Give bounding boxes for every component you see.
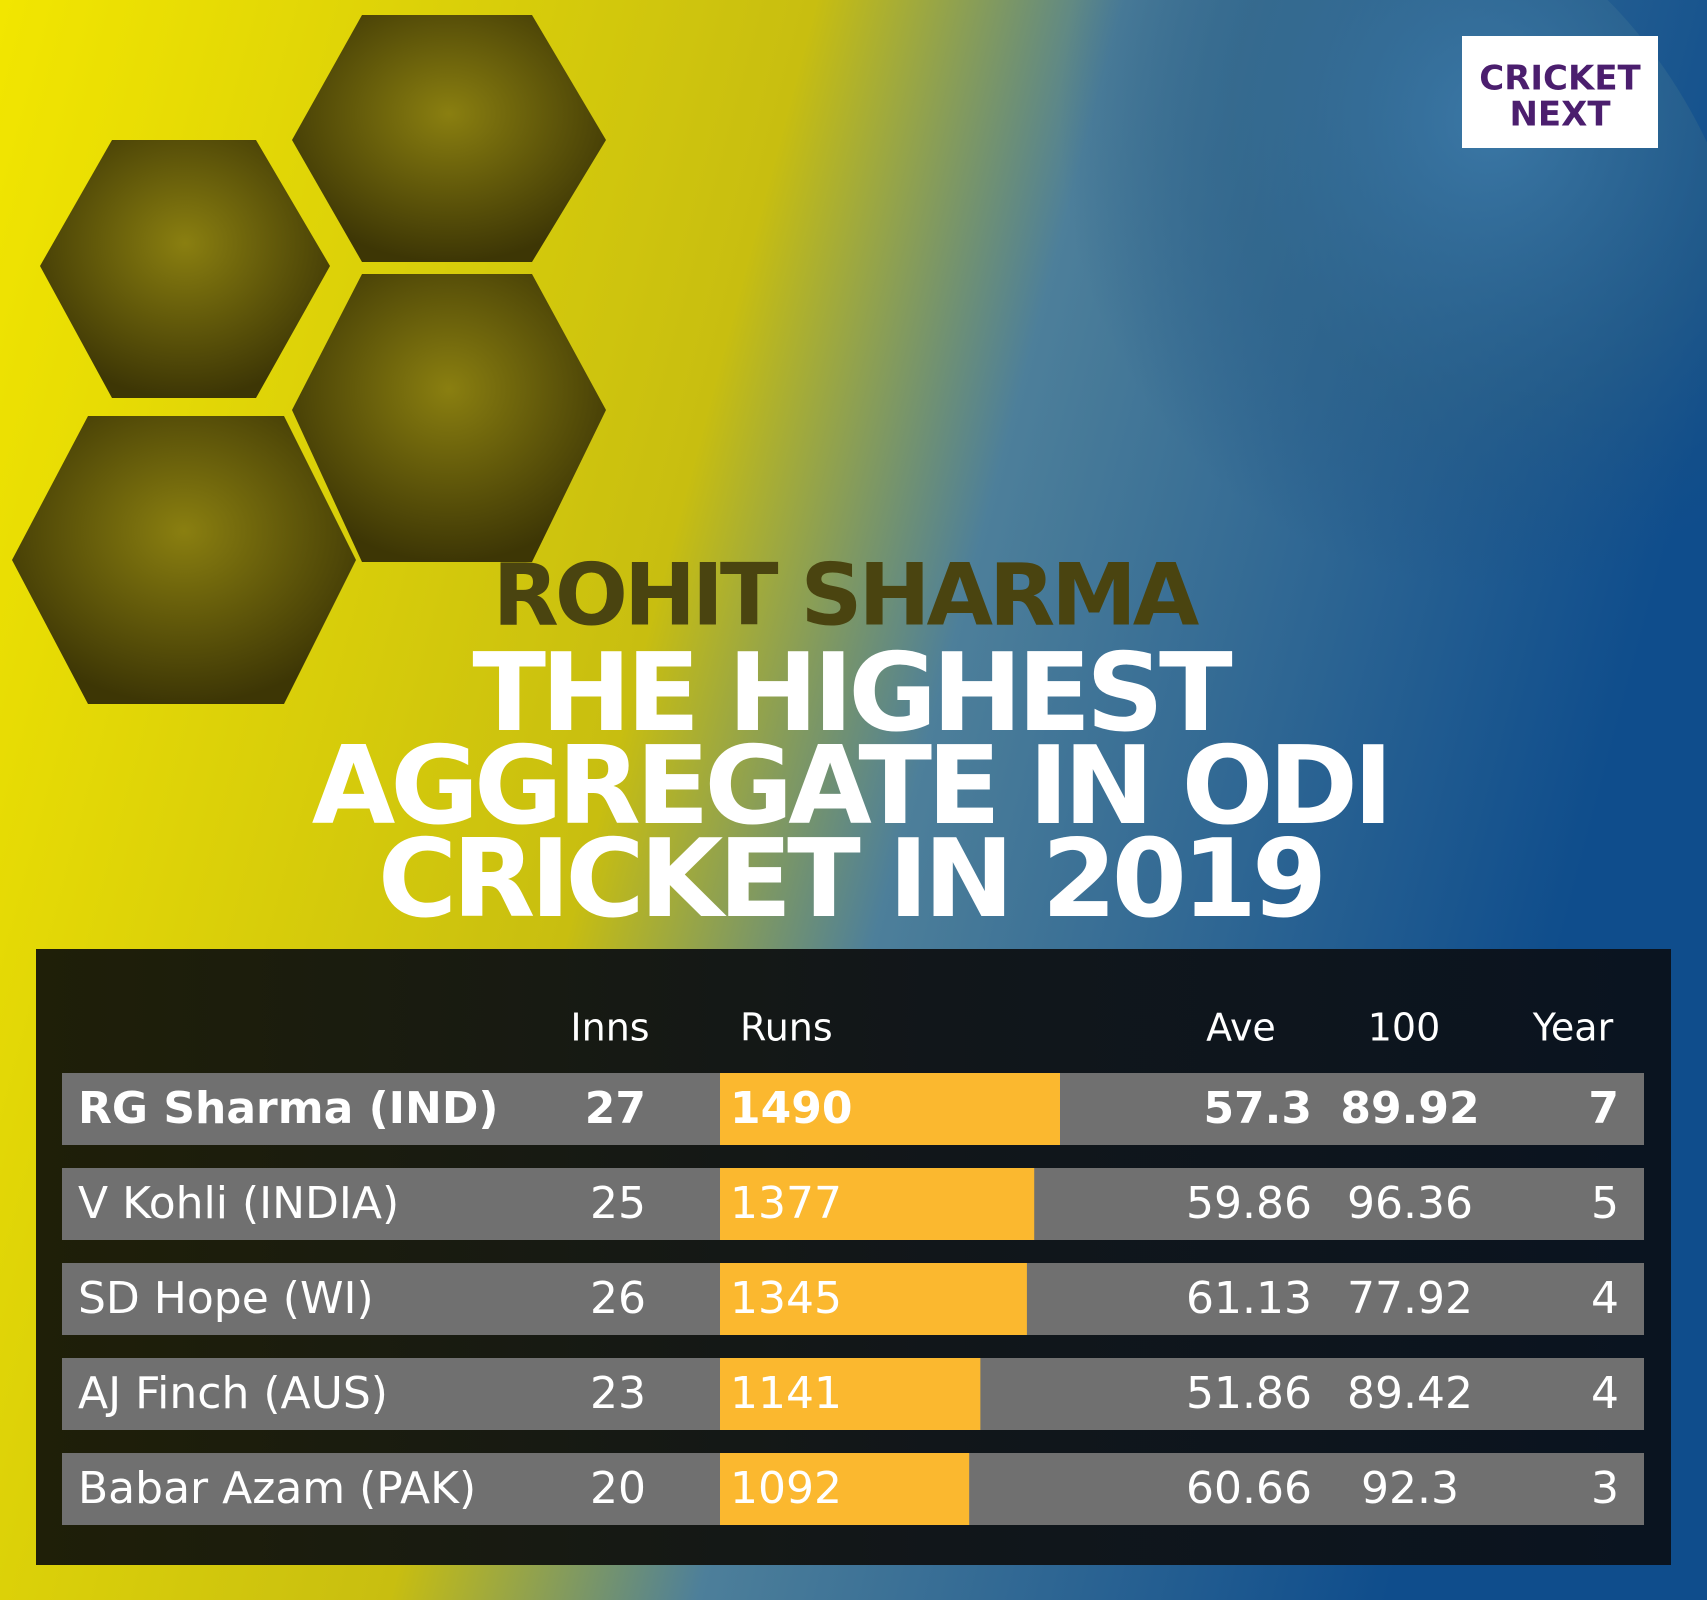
table-row: SD Hope (WI) 26 1345 61.13 77.92 4 bbox=[62, 1263, 1644, 1335]
hundreds: 7 bbox=[1588, 1083, 1619, 1134]
average: 59.86 bbox=[1186, 1178, 1312, 1229]
logo-text: NEXT bbox=[1509, 95, 1611, 135]
player-name: SD Hope (WI) bbox=[78, 1273, 374, 1324]
runs: 1092 bbox=[730, 1463, 842, 1514]
runs: 1141 bbox=[730, 1368, 842, 1419]
logo-box bbox=[1462, 36, 1658, 148]
strike-rate: 89.42 bbox=[1347, 1368, 1473, 1419]
hexagon-photo bbox=[292, 15, 606, 262]
average: 51.86 bbox=[1186, 1368, 1312, 1419]
strike-rate: 96.36 bbox=[1347, 1178, 1473, 1229]
table-row: AJ Finch (AUS) 23 1141 51.86 89.42 4 bbox=[62, 1358, 1644, 1430]
table-row: V Kohli (INDIA) 25 1377 59.86 96.36 5 bbox=[62, 1168, 1644, 1240]
player-hexagons bbox=[12, 15, 606, 704]
runs-bar bbox=[720, 1358, 981, 1430]
runs-bar bbox=[720, 1073, 1060, 1145]
runs-bar bbox=[720, 1453, 970, 1525]
column-header: Runs bbox=[740, 1006, 833, 1050]
runs-bar bbox=[720, 1168, 1035, 1240]
title-line: CRICKET IN 2019 bbox=[378, 817, 1322, 942]
hexagon-photo bbox=[12, 416, 356, 704]
column-header: Year bbox=[1532, 1006, 1614, 1050]
innings: 20 bbox=[590, 1463, 646, 1514]
table-row: RG Sharma (IND) 27 1490 57.3 89.92 7 bbox=[62, 1073, 1644, 1145]
title-line: AGGREGATE IN ODI bbox=[312, 724, 1389, 849]
logo: CRICKET NEXT bbox=[1462, 36, 1658, 148]
player-photo bbox=[800, 0, 1707, 900]
strike-rate: 77.92 bbox=[1347, 1273, 1473, 1324]
column-header: Inns bbox=[570, 1006, 649, 1050]
runs-bar bbox=[720, 1263, 1027, 1335]
logo-text: CRICKET bbox=[1479, 59, 1641, 99]
column-header: Ave bbox=[1206, 1006, 1276, 1050]
strike-rate: 89.92 bbox=[1340, 1083, 1479, 1134]
player-name: Babar Azam (PAK) bbox=[78, 1463, 476, 1514]
player-name: RG Sharma (IND) bbox=[78, 1083, 499, 1134]
hundreds: 5 bbox=[1591, 1178, 1619, 1229]
average: 57.3 bbox=[1203, 1083, 1312, 1134]
table-row: Babar Azam (PAK) 20 1092 60.66 92.3 3 bbox=[62, 1453, 1644, 1525]
player-name: V Kohli (INDIA) bbox=[78, 1178, 399, 1229]
kicker: ROHIT SHARMA bbox=[493, 545, 1200, 645]
hundreds: 3 bbox=[1591, 1463, 1619, 1514]
innings: 25 bbox=[590, 1178, 646, 1229]
runs: 1345 bbox=[730, 1273, 842, 1324]
column-header: 100 bbox=[1368, 1006, 1441, 1050]
average: 60.66 bbox=[1186, 1463, 1312, 1514]
hexagon-photo bbox=[40, 140, 330, 398]
runs: 1490 bbox=[730, 1083, 852, 1134]
title-line: THE HIGHEST bbox=[472, 631, 1233, 756]
player-name: AJ Finch (AUS) bbox=[78, 1368, 388, 1419]
hundreds: 4 bbox=[1591, 1368, 1619, 1419]
average: 61.13 bbox=[1186, 1273, 1312, 1324]
table: Inns Runs Ave 100 Year RG Sharma (IND) 27 1490 5… bbox=[62, 1006, 1644, 1525]
innings: 23 bbox=[590, 1368, 646, 1419]
runs: 1377 bbox=[730, 1178, 842, 1229]
strike-rate: 92.3 bbox=[1361, 1463, 1459, 1514]
innings: 26 bbox=[590, 1273, 646, 1324]
innings: 27 bbox=[585, 1083, 646, 1134]
hexagon-photo bbox=[292, 274, 606, 562]
hundreds: 4 bbox=[1591, 1273, 1619, 1324]
